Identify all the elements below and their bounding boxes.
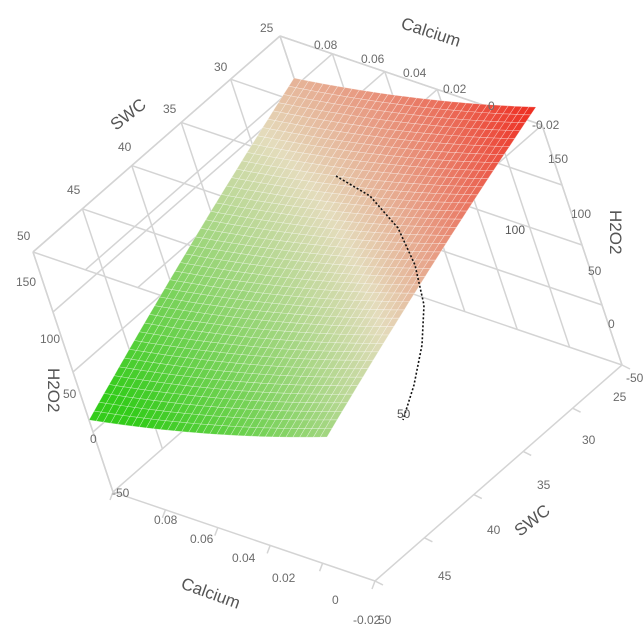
- tick-bottom-swc-50: 50: [378, 613, 392, 627]
- tick-top-swc-25: 25: [260, 21, 274, 35]
- tick-mark-bottom-swc: [522, 450, 532, 457]
- surface-patch: [319, 428, 333, 438]
- grid-side-z: [32, 35, 281, 253]
- tick-bottom-calcium-0: 0: [332, 593, 339, 607]
- tick-bottom-calcium-0.08: 0.08: [154, 513, 178, 527]
- tick-mark-bottom-swc: [572, 407, 581, 413]
- tick-top-swc-45: 45: [67, 183, 81, 197]
- tick-mark-bottom-swc: [473, 493, 483, 500]
- edge-front-right: [541, 124, 623, 366]
- tick-top-calcium-0: 0: [488, 99, 495, 113]
- tick-left-h2o2-100: 100: [40, 332, 60, 346]
- tick-mark-bottom-calcium: [109, 491, 114, 501]
- tick-top-swc-40: 40: [118, 140, 132, 154]
- edge-front-left: [32, 251, 114, 493]
- tick-right-h2o2-50: 50: [588, 264, 602, 278]
- contour-label-100: 100: [505, 223, 525, 237]
- tick-bottom-calcium--0.02: -0.02: [353, 613, 381, 627]
- tick-top-calcium-0.08: 0.08: [314, 38, 338, 52]
- tick-right-h2o2--50: -50: [626, 371, 643, 385]
- tick-bottom-calcium-0.02: 0.02: [272, 571, 296, 585]
- tick-bottom-swc-35: 35: [537, 478, 551, 492]
- tick-left-h2o2-150: 150: [16, 275, 36, 289]
- contour-dashed-path: [335, 175, 425, 421]
- tick-top-swc-50: 50: [17, 229, 31, 243]
- contour-line-dashed: [335, 175, 425, 421]
- tick-left-h2o2--50: -50: [112, 486, 130, 500]
- tick-top-calcium-0.02: 0.02: [443, 82, 467, 96]
- tick-right-h2o2-0: 0: [608, 317, 615, 331]
- tick-bottom-swc-30: 30: [582, 433, 596, 447]
- tick-bottom-swc-40: 40: [487, 523, 501, 537]
- tick-mark-bottom-swc: [621, 364, 631, 370]
- response-surface: [88, 77, 537, 438]
- axis-title-calcium-top: Calcium: [399, 14, 463, 51]
- tick-right-h2o2-100: 100: [571, 207, 591, 221]
- axis-title-swc-bottom: SWC: [511, 501, 554, 540]
- tick-top-swc-35: 35: [163, 102, 177, 116]
- edge-bottom-right: [374, 364, 623, 582]
- tick-bottom-calcium-0.04: 0.04: [232, 551, 256, 565]
- tick-mark-bottom-calcium: [161, 509, 167, 519]
- axis-title-h2o2-right: H2O2: [606, 210, 625, 254]
- tick-mark-bottom-calcium: [214, 527, 219, 536]
- axis-title-swc-top: SWC: [107, 95, 150, 134]
- tick-left-h2o2-50: 50: [63, 387, 77, 401]
- tick-mark-bottom-swc: [424, 537, 433, 543]
- tick-top-calcium-0.04: 0.04: [403, 66, 427, 80]
- tick-top-swc-30: 30: [214, 60, 228, 74]
- tick-top-calcium--0.02: -0.02: [532, 118, 560, 132]
- tick-top-calcium-0.06: 0.06: [361, 52, 385, 66]
- grid-side-z: [52, 95, 301, 313]
- tick-bottom-swc-25: 25: [613, 390, 627, 404]
- axis-box-front: [32, 124, 631, 590]
- tick-mark-bottom-calcium: [266, 545, 271, 554]
- tick-mark-bottom-swc: [374, 580, 384, 586]
- tick-left-h2o2-0: 0: [90, 432, 97, 446]
- tick-mark-bottom-calcium: [318, 562, 324, 572]
- edge-bottom-front: [112, 491, 376, 582]
- tick-bottom-swc-45: 45: [438, 569, 452, 583]
- tick-bottom-calcium-0.06: 0.06: [190, 532, 214, 546]
- tick-right-h2o2-150: 150: [548, 152, 568, 166]
- axis-title-calcium-bottom: Calcium: [179, 574, 243, 613]
- axis-title-h2o2-left: H2O2: [44, 368, 63, 412]
- tick-mark-bottom-calcium: [371, 580, 376, 590]
- contour-label-50: 50: [397, 407, 411, 421]
